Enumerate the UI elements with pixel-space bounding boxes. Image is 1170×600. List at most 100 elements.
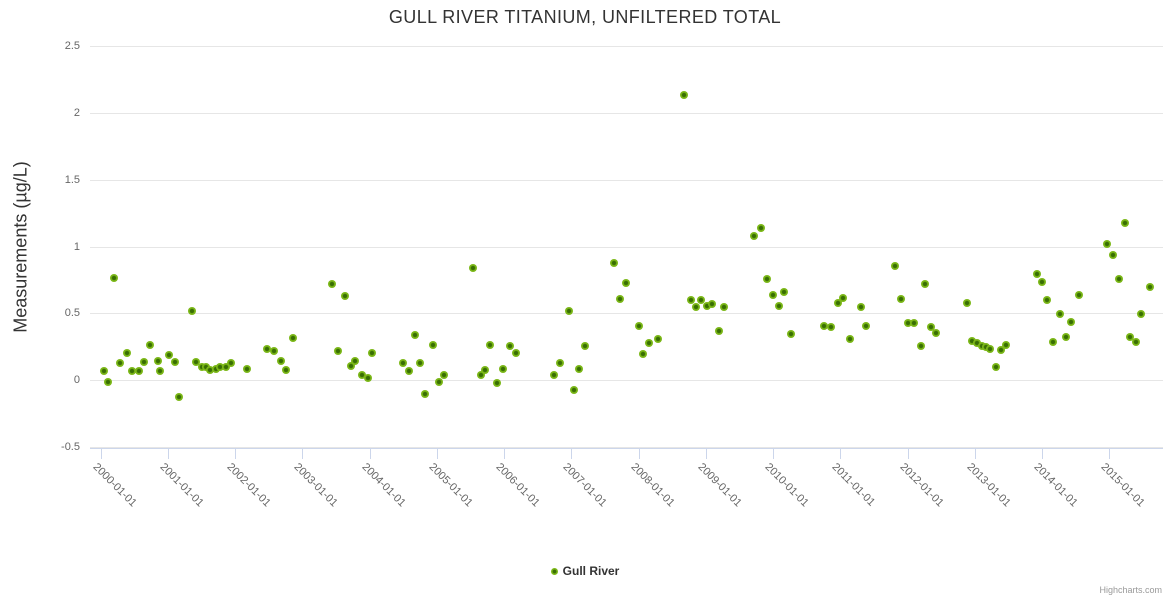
data-point[interactable] <box>1048 337 1057 346</box>
data-point[interactable] <box>703 301 712 310</box>
data-point[interactable] <box>634 321 643 330</box>
data-point[interactable] <box>963 299 972 308</box>
data-point[interactable] <box>340 292 349 301</box>
data-point[interactable] <box>122 348 131 357</box>
data-point[interactable] <box>1033 269 1042 278</box>
data-point[interactable] <box>1115 275 1124 284</box>
data-point[interactable] <box>639 349 648 358</box>
data-point[interactable] <box>707 300 716 309</box>
data-point[interactable] <box>621 279 630 288</box>
data-point[interactable] <box>480 365 489 374</box>
data-point[interactable] <box>1132 337 1141 346</box>
data-point[interactable] <box>1103 240 1112 249</box>
data-point[interactable] <box>890 261 899 270</box>
data-point[interactable] <box>364 373 373 382</box>
data-point[interactable] <box>826 323 835 332</box>
data-point[interactable] <box>697 296 706 305</box>
data-point[interactable] <box>511 348 520 357</box>
data-point[interactable] <box>140 357 149 366</box>
data-point[interactable] <box>555 359 564 368</box>
data-point[interactable] <box>549 371 558 380</box>
data-point[interactable] <box>750 232 759 241</box>
data-point[interactable] <box>834 299 843 308</box>
data-point[interactable] <box>897 295 906 304</box>
data-point[interactable] <box>328 280 337 289</box>
data-point[interactable] <box>838 293 847 302</box>
data-point[interactable] <box>996 345 1005 354</box>
data-point[interactable] <box>135 367 144 376</box>
data-point[interactable] <box>564 307 573 316</box>
data-point[interactable] <box>857 303 866 312</box>
data-point[interactable] <box>346 361 355 370</box>
data-point[interactable] <box>921 280 929 289</box>
data-point[interactable] <box>1109 251 1118 260</box>
data-point[interactable] <box>1043 296 1052 305</box>
data-point[interactable] <box>100 367 109 376</box>
data-point[interactable] <box>1056 309 1065 318</box>
data-point[interactable] <box>968 336 977 345</box>
data-point[interactable] <box>719 303 728 312</box>
data-point[interactable] <box>416 359 425 368</box>
data-point[interactable] <box>986 344 995 353</box>
data-point[interactable] <box>680 90 689 99</box>
data-point[interactable] <box>610 259 619 268</box>
data-point[interactable] <box>202 363 211 372</box>
data-point[interactable] <box>570 386 579 395</box>
data-point[interactable] <box>242 364 251 373</box>
data-point[interactable] <box>498 364 507 373</box>
data-point[interactable] <box>206 365 215 374</box>
data-point[interactable] <box>1126 332 1135 341</box>
data-point[interactable] <box>909 319 918 328</box>
data-point[interactable] <box>506 341 515 350</box>
data-point[interactable] <box>289 333 298 342</box>
data-point[interactable] <box>434 378 443 386</box>
data-point[interactable] <box>927 323 936 332</box>
data-point[interactable] <box>192 357 201 366</box>
data-point[interactable] <box>691 303 700 312</box>
data-point[interactable] <box>820 321 829 330</box>
data-point[interactable] <box>932 328 941 337</box>
data-point[interactable] <box>982 343 991 352</box>
data-point[interactable] <box>787 329 796 338</box>
data-point[interactable] <box>405 367 414 376</box>
data-point[interactable] <box>197 363 206 372</box>
data-point[interactable] <box>469 264 478 273</box>
data-point[interactable] <box>350 356 359 365</box>
data-point[interactable] <box>1074 291 1083 300</box>
data-point[interactable] <box>155 367 164 376</box>
data-point[interactable] <box>1061 332 1070 341</box>
data-point[interactable] <box>978 341 987 350</box>
data-point[interactable] <box>575 364 584 373</box>
data-point[interactable] <box>110 273 119 282</box>
data-point[interactable] <box>1120 218 1129 227</box>
data-point[interactable] <box>227 359 236 368</box>
data-point[interactable] <box>368 348 377 357</box>
data-point[interactable] <box>763 275 771 284</box>
data-point[interactable] <box>916 341 925 350</box>
data-point[interactable] <box>175 392 184 401</box>
data-point[interactable] <box>1037 277 1046 286</box>
data-point[interactable] <box>654 335 663 344</box>
data-point[interactable] <box>972 339 981 348</box>
data-point[interactable] <box>903 319 912 328</box>
data-point[interactable] <box>399 359 408 368</box>
data-point[interactable] <box>216 363 225 372</box>
data-point[interactable] <box>164 351 173 360</box>
data-point[interactable] <box>581 341 590 350</box>
data-point[interactable] <box>221 363 230 372</box>
data-point[interactable] <box>845 335 854 344</box>
data-point[interactable] <box>116 359 125 368</box>
data-point[interactable] <box>715 327 724 336</box>
data-point[interactable] <box>281 365 290 374</box>
data-point[interactable] <box>170 357 179 366</box>
data-point[interactable] <box>779 288 788 297</box>
data-point[interactable] <box>104 378 113 386</box>
data-point[interactable] <box>440 371 449 380</box>
data-point[interactable] <box>687 296 696 305</box>
data-point[interactable] <box>188 307 197 316</box>
data-point[interactable] <box>428 340 437 349</box>
data-point[interactable] <box>991 363 1000 372</box>
highcharts-credits-link[interactable]: Highcharts.com <box>1099 585 1162 595</box>
data-point[interactable] <box>775 301 784 310</box>
data-point[interactable] <box>334 347 343 356</box>
